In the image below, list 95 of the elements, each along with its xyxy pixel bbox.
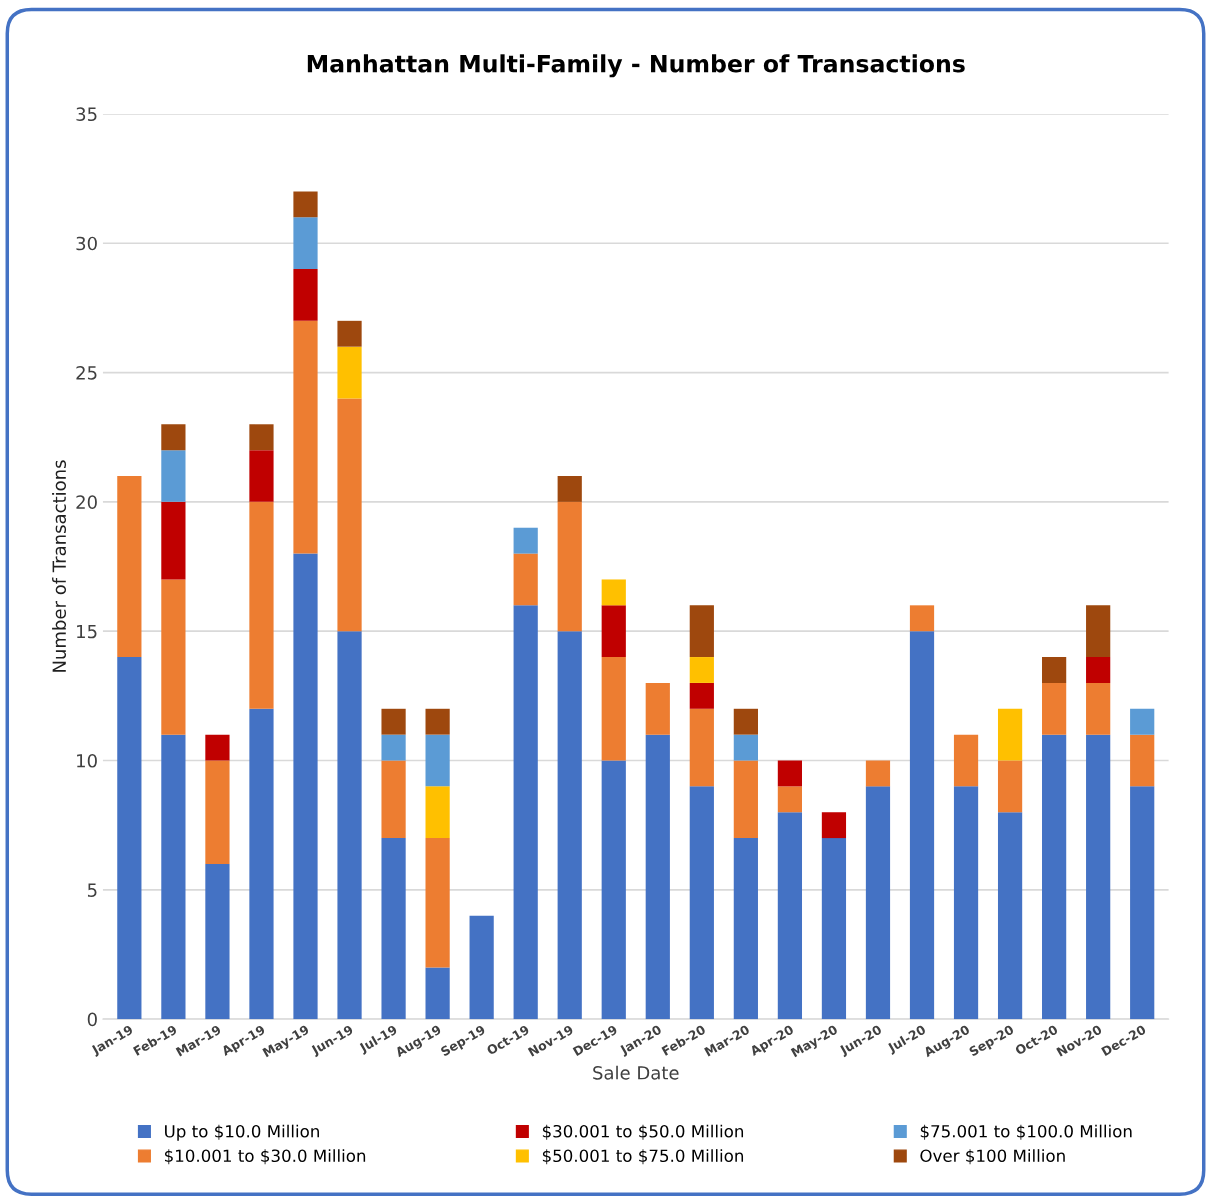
bar [557, 501, 582, 632]
legend-label: $10.001 to $30.0 Million [164, 1149, 366, 1165]
legend-label: $75.001 to $100.0 Million [920, 1124, 1132, 1140]
bar [1086, 682, 1111, 735]
bar [865, 786, 891, 1020]
bar [1086, 657, 1111, 683]
bar [953, 734, 979, 787]
bar [1130, 734, 1155, 787]
bar [513, 527, 538, 554]
bar [425, 708, 450, 735]
bar [381, 838, 406, 1020]
bar [909, 605, 935, 632]
bar [381, 708, 406, 735]
bar [997, 708, 1023, 761]
bar [733, 838, 758, 1020]
bar [337, 631, 362, 1020]
bar [601, 760, 626, 1020]
y-axis-title: Number of Transactions [52, 460, 67, 672]
bar [513, 553, 538, 606]
bar [249, 501, 274, 709]
bar [381, 734, 406, 761]
bar [205, 863, 230, 1020]
bar [1086, 734, 1111, 1020]
bar [645, 682, 670, 735]
bar [645, 734, 670, 1020]
bar [601, 657, 626, 761]
bar [425, 734, 450, 787]
bar [161, 734, 186, 1020]
bar [425, 838, 450, 968]
bar [513, 605, 538, 1020]
bar [161, 579, 186, 735]
bar [733, 708, 758, 735]
bar [997, 812, 1023, 1020]
legend-label: $50.001 to $75.0 Million [542, 1149, 744, 1165]
bar [205, 734, 230, 761]
bar [293, 269, 318, 321]
bar [689, 682, 714, 709]
bar [161, 424, 186, 451]
bar [1130, 708, 1155, 735]
bar [601, 605, 626, 658]
y-tick-label: 25 [76, 366, 97, 380]
bar [1042, 682, 1067, 735]
y-tick-label: 10 [77, 753, 97, 768]
y-tick-label: 20 [76, 495, 97, 509]
bar [557, 476, 582, 502]
bar [1130, 786, 1155, 1020]
bar [337, 346, 362, 399]
bar [821, 812, 847, 839]
legend-label: Up to $10.0 Million [165, 1124, 319, 1141]
bar [469, 915, 494, 1020]
bar [733, 760, 758, 839]
bar [293, 191, 318, 218]
bar [997, 760, 1023, 813]
bar [1042, 734, 1067, 1020]
bar [425, 967, 450, 1020]
bar [689, 605, 714, 658]
y-tick-label: 30 [76, 236, 97, 251]
bar [337, 398, 362, 632]
bar [249, 708, 274, 1020]
bar [601, 579, 626, 606]
bar [381, 760, 406, 839]
bar [953, 786, 979, 1020]
legend-label: $30.001 to $50.0 Million [542, 1124, 744, 1140]
bar [161, 501, 186, 580]
y-tick-label: 35 [76, 107, 97, 122]
bar [425, 786, 450, 839]
bar [821, 838, 847, 1020]
bar [1086, 605, 1111, 658]
bar [909, 631, 935, 1020]
bar [689, 657, 714, 683]
bar [117, 657, 142, 1020]
x-axis-title: Sale Date [593, 1065, 679, 1080]
bar [205, 760, 230, 864]
bar [865, 760, 891, 787]
bar [249, 424, 274, 451]
bar [293, 553, 318, 1020]
bar [337, 320, 362, 347]
bar [777, 760, 803, 787]
y-tick-label: 0 [87, 1012, 97, 1027]
y-tick-label: 15 [77, 624, 97, 639]
bar [733, 734, 758, 761]
legend-label: Over $100 Million [920, 1149, 1065, 1165]
bar [117, 476, 142, 658]
chart-title: Manhattan Multi-Family - Number of Transactions [307, 54, 965, 78]
bar [777, 786, 803, 813]
bar [1042, 657, 1067, 683]
y-tick-label: 5 [87, 883, 97, 897]
bar [689, 708, 714, 787]
bar [249, 450, 274, 502]
bar [557, 631, 582, 1020]
bar [293, 320, 318, 554]
bar [689, 786, 714, 1020]
bar [293, 217, 318, 270]
bar [777, 812, 803, 1020]
bar [161, 450, 186, 502]
